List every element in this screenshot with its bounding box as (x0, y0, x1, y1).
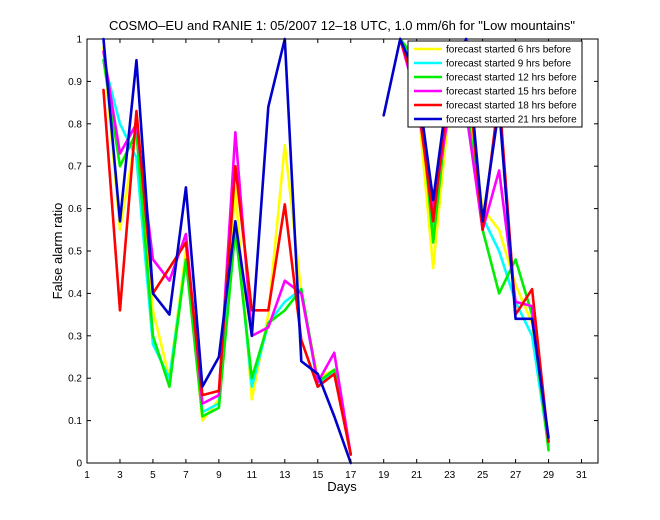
x-tick-label: 11 (247, 470, 258, 481)
legend-entry: forecast started 6 hrs before (446, 45, 572, 56)
y-tick-label: 0.3 (68, 331, 82, 342)
x-tick-label: 31 (576, 470, 588, 481)
y-tick-label: 0.2 (68, 374, 82, 385)
y-tick-label: 1 (76, 35, 82, 46)
x-tick-label: 23 (444, 470, 456, 481)
legend-entry: forecast started 12 hrs before (446, 73, 577, 84)
x-tick-label: 21 (411, 470, 423, 481)
legend-entry: forecast started 18 hrs before (446, 101, 577, 112)
y-axis-label: False alarm ratio (50, 203, 65, 300)
x-tick-label: 1 (84, 470, 90, 481)
x-tick-label: 25 (477, 470, 489, 481)
x-tick-label: 29 (543, 470, 555, 481)
x-tick-label: 3 (117, 470, 123, 481)
y-tick-label: 0.1 (68, 416, 82, 427)
y-tick-label: 0.4 (68, 289, 82, 300)
x-tick-label: 5 (150, 470, 156, 481)
x-tick-label: 7 (183, 470, 189, 481)
y-tick-label: 0.7 (68, 162, 82, 173)
legend-box (407, 40, 583, 128)
y-tick-label: 0.9 (68, 77, 82, 88)
x-tick-label: 27 (510, 470, 522, 481)
legend-entry: forecast started 9 hrs before (446, 59, 572, 70)
x-tick-label: 19 (378, 470, 390, 481)
chart-title: COSMO–EU and RANIE 1: 05/2007 12–18 UTC,… (109, 18, 575, 33)
legend-entry: forecast started 21 hrs before (446, 115, 577, 126)
x-tick-label: 13 (279, 470, 291, 481)
y-tick-label: 0 (76, 459, 82, 470)
y-tick-label: 0.5 (68, 247, 82, 258)
legend-entry: forecast started 15 hrs before (446, 87, 577, 98)
y-tick-label: 0.8 (68, 119, 82, 130)
x-tick-label: 9 (216, 470, 222, 481)
axis-ticks: 1 3 5 7 9 11 13 15 17 19 21 23 25 27 29 3100.10.20.30.4… (68, 35, 598, 481)
x-tick-label: 15 (312, 470, 324, 481)
y-tick-label: 0.6 (68, 204, 82, 215)
series-line (102, 37, 353, 465)
x-axis-label: Days (327, 479, 357, 494)
series-lines (102, 37, 550, 465)
x-tick-label: 17 (345, 470, 357, 481)
legend: forecast started 6 hrs before forecast st… (407, 40, 583, 128)
